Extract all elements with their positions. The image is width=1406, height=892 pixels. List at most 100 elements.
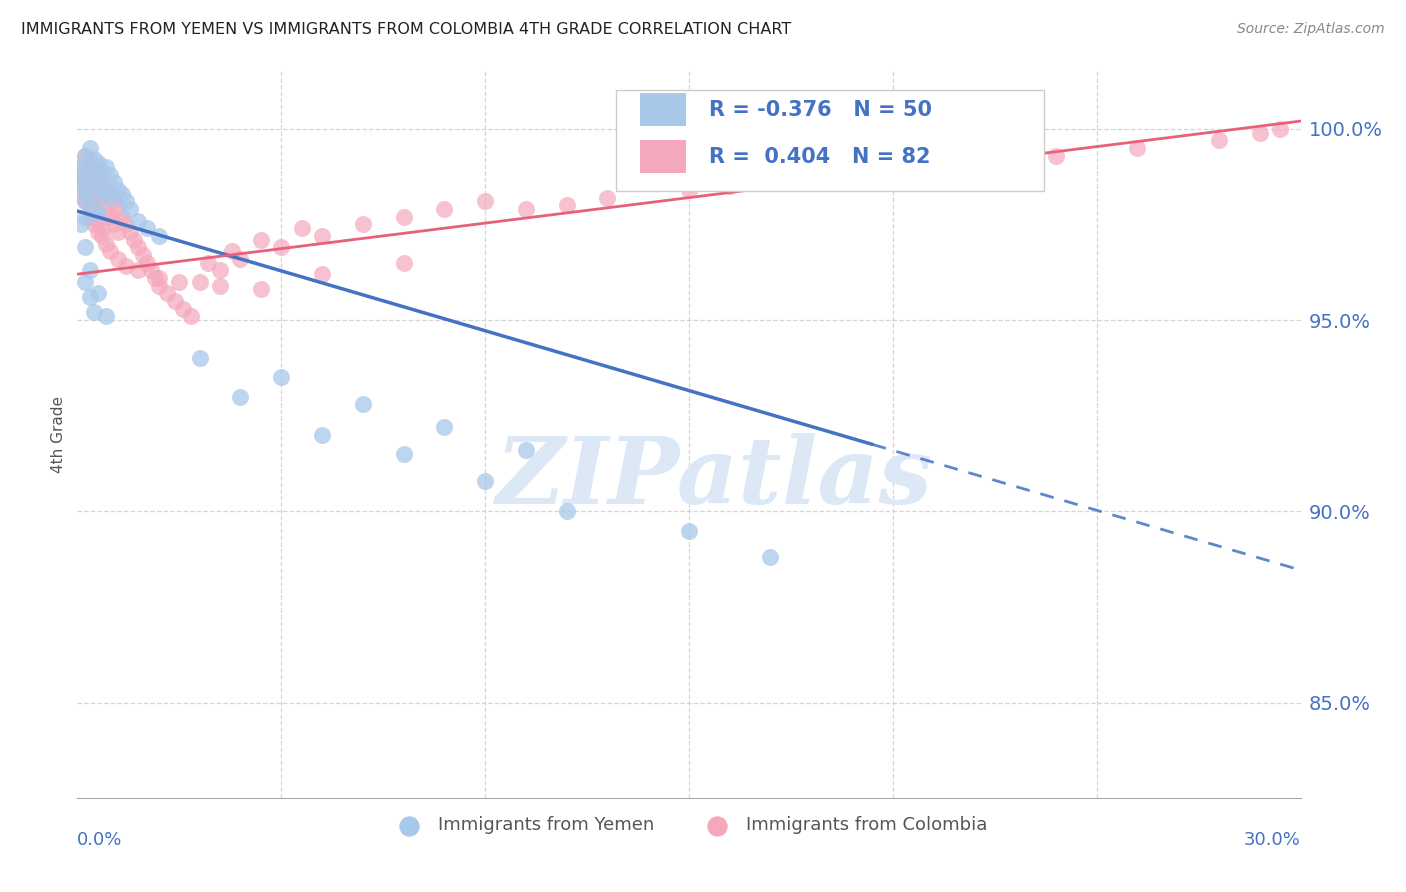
Point [83,202,105,216]
Point [87,225,110,239]
Point [139,263,162,277]
Point [156,286,179,301]
Point [1268,121,1291,136]
Point [94,236,117,251]
Point [135,255,157,269]
Point [115,260,138,274]
Point [70,168,93,182]
Point [107,183,129,197]
Point [197,255,219,269]
Point [250,282,273,296]
Point [208,263,231,277]
Point [474,474,496,488]
Point [87,206,110,220]
Point [1045,148,1067,162]
Point [515,443,537,458]
Point [148,278,170,293]
Point [79,198,101,212]
Point [172,301,194,316]
Point [90,164,112,178]
Point [87,179,110,194]
Point [83,164,105,178]
Point [75,194,97,209]
Point [221,244,243,259]
Point [135,221,157,235]
Bar [640,93,686,126]
Point [474,194,496,209]
Point [433,202,456,216]
Point [87,213,110,227]
Point [70,183,93,197]
Point [882,164,904,178]
Point [127,263,149,277]
Text: Source: ZipAtlas.com: Source: ZipAtlas.com [1237,22,1385,37]
Text: 30.0%: 30.0% [1244,831,1301,849]
Point [1208,133,1230,147]
Point [75,191,97,205]
Point [107,252,129,266]
Point [70,218,93,232]
Point [83,218,105,232]
Point [229,252,252,266]
Point [115,218,138,232]
Point [98,168,121,182]
Point [83,206,105,220]
Legend: Immigrants from Yemen, Immigrants from Colombia: Immigrants from Yemen, Immigrants from C… [384,809,994,842]
Point [98,244,121,259]
Point [148,271,170,285]
Point [103,175,125,189]
Point [120,225,142,239]
Point [75,168,97,182]
Point [115,194,138,209]
Point [75,275,97,289]
Point [800,171,823,186]
Point [311,427,333,442]
Text: IMMIGRANTS FROM YEMEN VS IMMIGRANTS FROM COLOMBIA 4TH GRADE CORRELATION CHART: IMMIGRANTS FROM YEMEN VS IMMIGRANTS FROM… [21,22,792,37]
Point [90,198,112,212]
Point [83,305,105,319]
Text: 0.0%: 0.0% [77,831,122,849]
Point [290,221,312,235]
Point [555,504,578,518]
Point [87,191,110,205]
Point [180,310,202,324]
Point [515,202,537,216]
Point [94,183,117,197]
Point [83,171,105,186]
Point [392,447,415,461]
Point [94,183,117,197]
Point [107,202,129,216]
Point [83,153,105,167]
Point [90,221,112,235]
Point [75,175,97,189]
Bar [640,140,686,173]
Point [94,160,117,174]
Point [111,186,134,201]
Point [188,275,211,289]
Point [70,175,93,189]
Point [250,233,273,247]
Text: ZIPatlas: ZIPatlas [495,434,932,524]
Point [311,228,333,243]
Point [124,233,146,247]
Point [70,160,93,174]
Point [90,228,112,243]
Point [90,175,112,189]
Point [79,210,101,224]
Point [165,293,187,308]
Point [596,191,619,205]
Point [111,210,134,224]
FancyBboxPatch shape [616,89,1043,191]
Point [79,141,101,155]
Point [87,156,110,170]
Point [79,263,101,277]
Point [352,218,374,232]
Point [169,275,191,289]
Point [678,183,700,197]
Y-axis label: 4th Grade: 4th Grade [51,396,66,474]
Point [1249,126,1271,140]
Point [270,240,292,254]
Point [127,213,149,227]
Point [87,286,110,301]
Point [208,278,231,293]
